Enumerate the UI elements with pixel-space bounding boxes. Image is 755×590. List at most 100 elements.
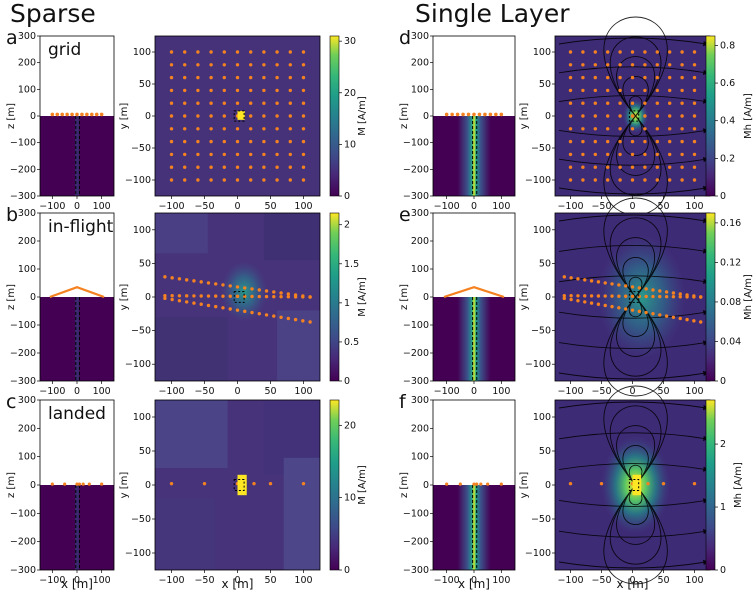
survey-point [264,294,269,299]
z-tick-label: −300 [10,376,36,387]
streamline [628,95,643,117]
x-axis-label: x [m] [458,577,490,590]
survey-point [581,139,585,144]
survey-point [618,152,622,157]
survey-point [630,165,635,169]
y-tick-label: 0 [545,292,551,303]
survey-point [692,114,697,118]
survey-point [209,88,213,93]
survey-point [249,127,253,131]
survey-point [568,75,573,80]
survey-point [668,50,672,54]
colorbar-tick-label: 2 [720,439,726,450]
colorbar [705,35,716,197]
survey-point [196,178,200,182]
colorbar-tick-label: 2 [344,220,350,231]
survey-point [606,152,610,157]
survey-point [458,482,462,486]
survey-point [678,292,682,296]
plan-texture-block [283,457,320,570]
survey-point [206,281,211,285]
colorbar-tick-label: 30 [344,36,356,47]
survey-point [249,101,253,105]
survey-point [583,294,587,298]
survey-point [680,139,684,144]
survey-point [475,482,479,486]
survey-point [593,63,597,67]
survey-point [655,75,659,80]
source-outline [233,110,245,122]
survey-point [692,75,697,80]
survey-point [214,294,218,298]
survey-point [643,101,647,105]
survey-point [275,114,279,118]
streamline [558,37,709,47]
survey-point [192,294,196,298]
survey-point [301,481,306,486]
survey-point [568,63,573,67]
survey-point [177,277,182,281]
survey-point [257,294,261,299]
survey-point [262,127,266,131]
colorbar-tick-label: 0.4 [720,116,735,127]
section-air [40,213,114,297]
streamline [622,115,649,157]
survey-point [262,63,266,67]
survey-point [262,165,266,169]
survey-point [618,50,622,54]
survey-point [169,114,174,118]
survey-point [249,165,253,169]
plan-panel-d: 100 50 0 −50 −100 −100 −50 0 50 100 y [m] 0 0.2 0.4 0.… [519,16,754,216]
x-tick-label: 0 [74,386,80,397]
survey-point [655,63,659,67]
survey-point [209,114,213,118]
plan-texture-block [277,310,320,381]
z-tick-label: 100 [18,452,36,463]
z-tick-label: 100 [411,264,429,275]
survey-point [221,283,225,287]
survey-point [668,114,672,118]
z-tick-label: −200 [403,348,429,359]
plan-panel-a: 100 50 0 −50 −100 −100 −50 0 50 100 y [m] 0 10 20 30 M … [119,35,368,212]
colorbar [329,399,340,571]
survey-point [288,114,292,118]
survey-point [685,295,689,299]
survey-point [262,178,266,182]
y-tick-label: 100 [533,47,551,58]
survey-point [272,290,276,294]
survey-point [630,294,635,299]
survey-point [589,301,594,305]
section-air [40,400,114,485]
survey-point [70,112,74,117]
survey-point [680,88,684,93]
colorbar-label: Mh [A/m] [733,462,744,508]
survey-point [209,63,213,67]
survey-point [618,178,622,182]
survey-point [499,112,504,117]
survey-point [170,276,174,280]
survey-point [257,288,261,292]
x-tick-label: 100 [93,201,111,212]
survey-point [630,152,635,157]
survey-point [288,63,292,67]
survey-point [630,75,635,80]
streamline [558,370,709,380]
survey-point [499,482,503,486]
survey-point [192,301,196,305]
survey-point [569,294,573,298]
survey-point [664,294,669,299]
colorbar-tick-label: 0.04 [720,336,741,347]
survey-point [87,482,91,486]
survey-point [249,50,253,54]
survey-point [651,312,655,316]
x-tick-label: 50 [264,386,276,397]
survey-point [671,295,676,299]
survey-point [275,88,279,93]
survey-point [617,294,621,298]
streamline [609,217,662,298]
survey-point [664,314,669,318]
survey-point [606,114,610,118]
x-tick-label: −100 [434,575,460,586]
z-tick-label: −300 [10,191,36,202]
streamline [603,385,668,486]
